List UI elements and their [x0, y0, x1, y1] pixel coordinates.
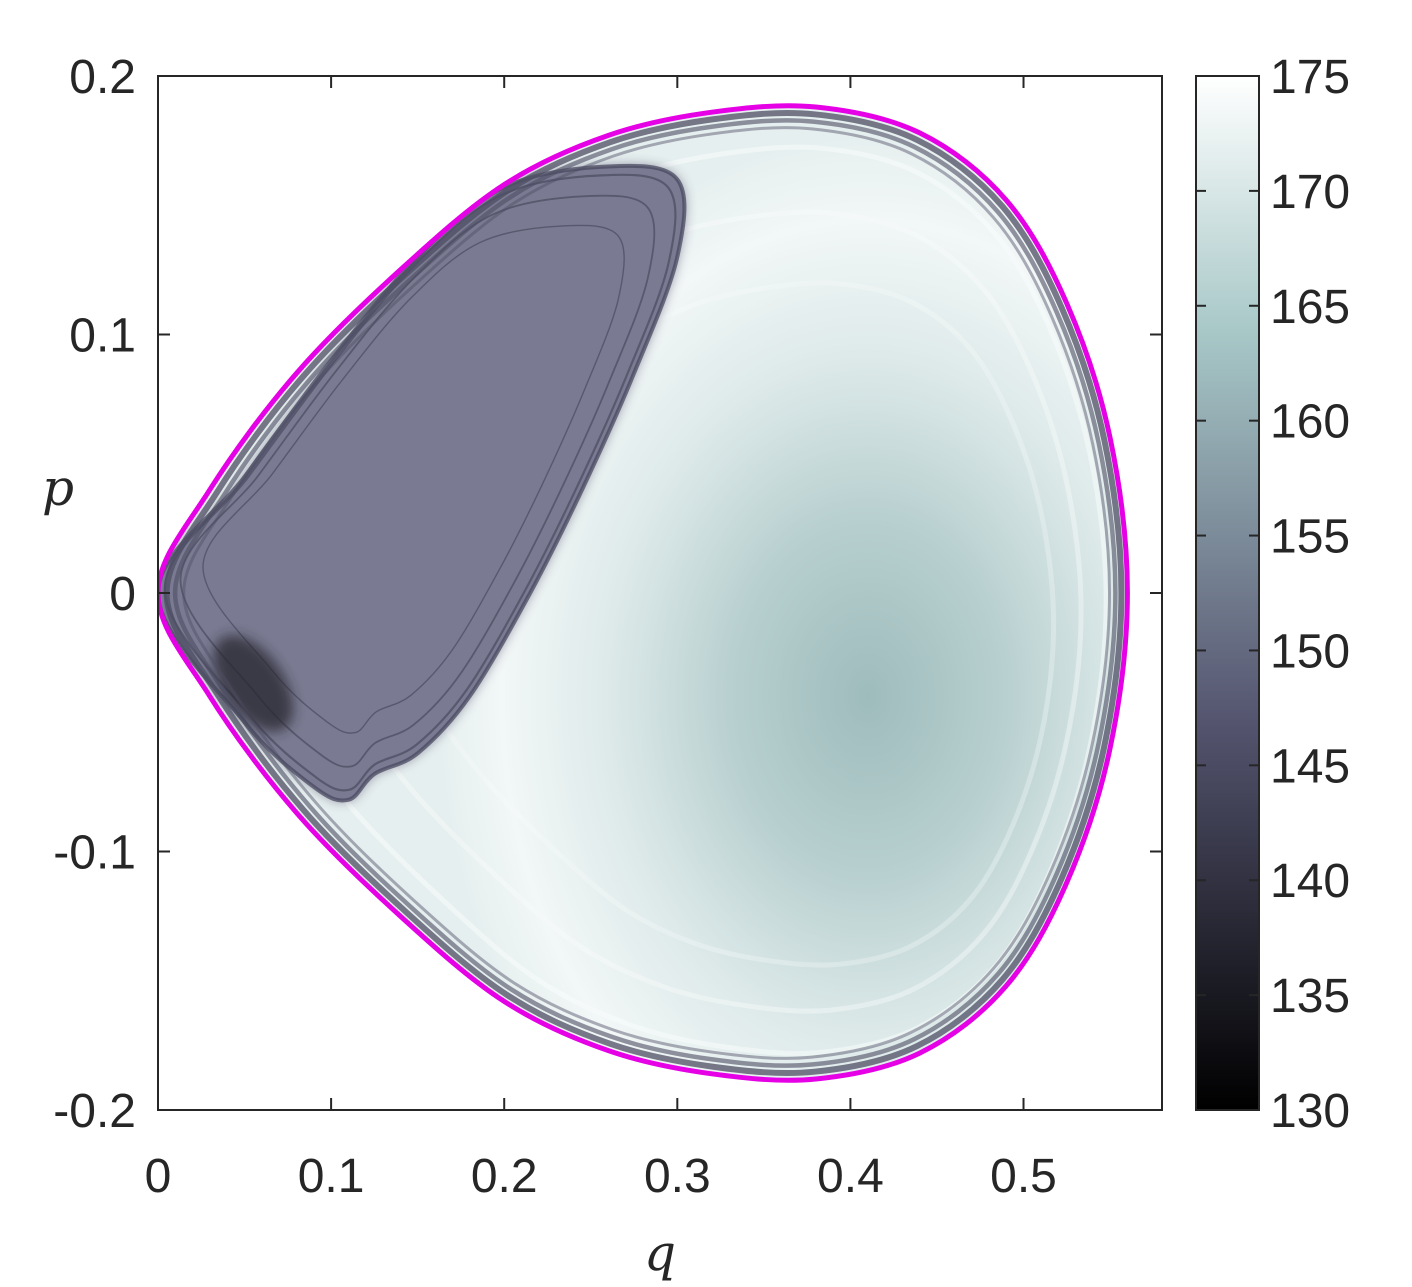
- y-tick-label: 0: [109, 568, 136, 621]
- colorbar-tick-label: 145: [1270, 740, 1350, 793]
- inner-structures: [158, 109, 1125, 1077]
- colorbar-tick-label: 155: [1270, 511, 1350, 564]
- x-tick-label: 0.3: [644, 1150, 711, 1203]
- boundary-band: [182, 126, 1112, 1060]
- boundary-band: [172, 118, 1118, 1068]
- colorbar-tick-label: 160: [1270, 396, 1350, 449]
- x-tick-label: 0.4: [817, 1150, 884, 1203]
- colorbar-tick-label: 130: [1270, 1085, 1350, 1138]
- lobe-filament: [179, 194, 656, 768]
- colorbar-tick-label: 175: [1270, 51, 1350, 104]
- colorbar-frame: [1195, 75, 1260, 1111]
- dark-lobe: [158, 165, 685, 801]
- y-tick-label: -0.2: [53, 1085, 136, 1138]
- dark-spot: [213, 635, 294, 732]
- x-tick-label: 0: [145, 1150, 172, 1203]
- x-tick-label: 0.1: [298, 1150, 365, 1203]
- colorbar: 175 170 165 160 155 150 145 140 135 130: [1195, 51, 1350, 1138]
- colorbar-tick-label: 140: [1270, 855, 1350, 908]
- y-axis-label: p: [42, 459, 74, 517]
- heatmap-field: [158, 103, 1130, 1083]
- colorbar-tick-label: 135: [1270, 970, 1350, 1023]
- lobe-filament: [202, 224, 625, 734]
- x-tick-label: 0.5: [990, 1150, 1057, 1203]
- colorbar-ticks: 175 170 165 160 155 150 145 140 135 130: [1196, 51, 1350, 1138]
- lobe-edge: [158, 163, 687, 803]
- x-axis-label: q: [644, 1224, 676, 1282]
- separatrix-boundary: [158, 103, 1130, 1083]
- y-ticks: 0.2 0.1 0 -0.1 -0.2: [53, 51, 1162, 1138]
- colorbar-gradient: [1196, 76, 1259, 1110]
- y-tick-label: 0.1: [69, 310, 136, 363]
- y-tick-label: 0.2: [69, 51, 136, 104]
- x-ticks: 0 0.1 0.2 0.3 0.4 0.5: [145, 76, 1057, 1203]
- boundary-band: [163, 109, 1125, 1077]
- y-tick-label: -0.1: [53, 827, 136, 880]
- colorbar-tick-label: 170: [1270, 166, 1350, 219]
- x-tick-label: 0.2: [471, 1150, 538, 1203]
- colorbar-tick-label: 150: [1270, 625, 1350, 678]
- plot-area: 0 0.1 0.2 0.3 0.4 0.5 0.2 0.1 0 -0.1 -0.2: [53, 51, 1163, 1203]
- colorbar-tick-label: 165: [1270, 281, 1350, 334]
